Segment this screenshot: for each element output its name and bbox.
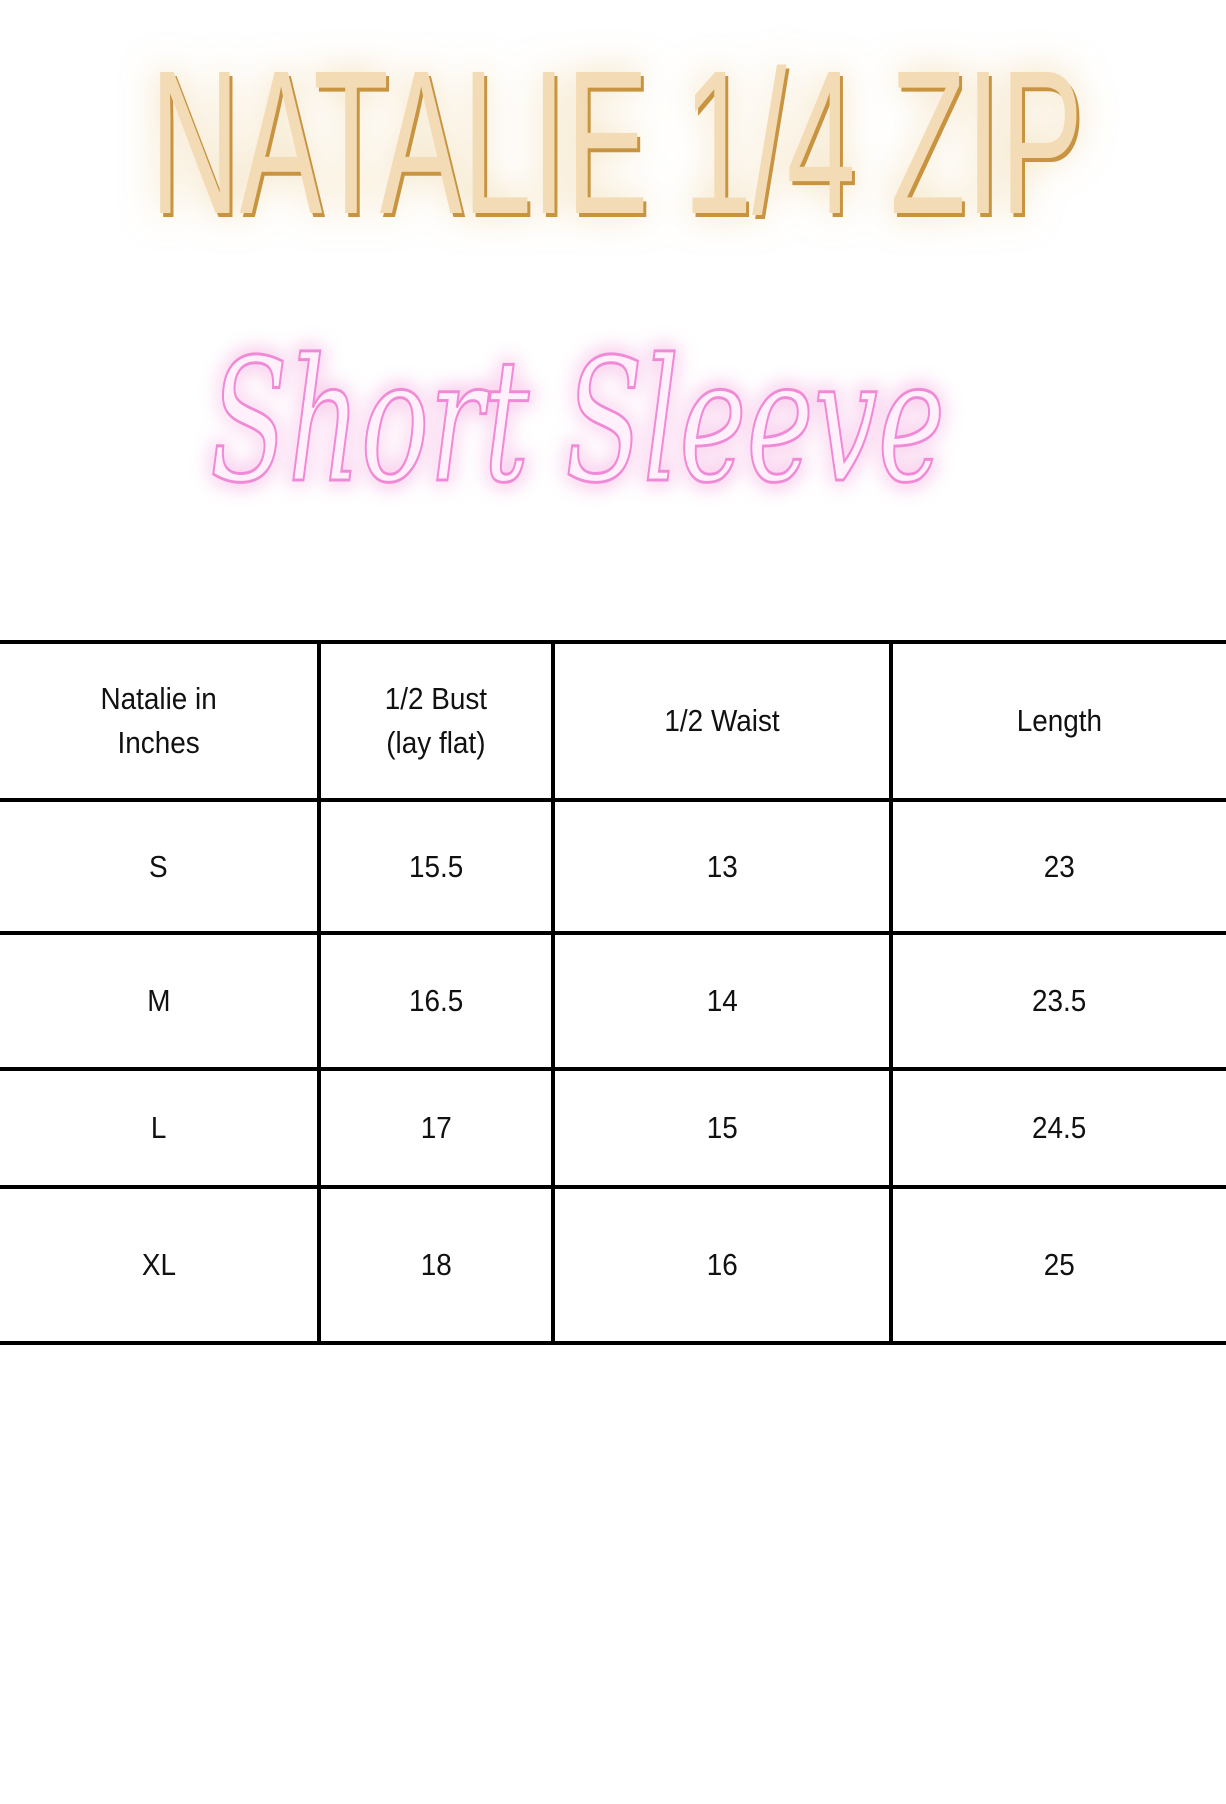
cell-text: 24.5 (1032, 1110, 1087, 1145)
cell-text: Natalie in Inches (100, 681, 217, 760)
table-row: S 15.5 13 23 (0, 798, 1226, 935)
table-row: L 17 15 24.5 (0, 1067, 1226, 1189)
cell-text: 25 (1044, 1247, 1076, 1282)
page-subtitle: Short Sleeve (210, 323, 945, 521)
cell-text: 15 (706, 1110, 738, 1145)
table-row: M 16.5 14 23.5 (0, 931, 1226, 1071)
cell-text: 13 (706, 848, 738, 884)
column-header: 1/2 Waist (550, 640, 894, 802)
cell-text: 17 (420, 1110, 452, 1145)
table-cell: 15 (550, 1067, 894, 1189)
cell-text: 1/2 Bust (lay flat) (384, 681, 488, 760)
cell-text: M (146, 983, 171, 1018)
table-cell: M (0, 931, 321, 1071)
cell-text: 1/2 Waist (664, 703, 780, 738)
table-row: XL 18 16 25 (0, 1185, 1226, 1345)
table-header-row: Natalie in Inches 1/2 Bust (lay flat) 1/2 Wa… (0, 640, 1226, 802)
table-cell: 23.5 (889, 931, 1226, 1071)
cell-text: Length (1016, 703, 1103, 738)
page-title: NATALIE 1/4 ZIP (150, 28, 1083, 257)
header-graphic: NATALIE 1/4 ZIP Short Sleeve (150, 28, 1083, 523)
cell-text: 16.5 (408, 983, 464, 1018)
cell-text: L (150, 1110, 167, 1145)
table-cell: 15.5 (317, 798, 555, 935)
table-cell: 17 (317, 1067, 555, 1189)
table-cell: 13 (550, 798, 894, 935)
size-chart-table: Natalie in Inches 1/2 Bust (lay flat) 1/2 Wa… (0, 640, 1226, 1345)
cell-text: 18 (420, 1247, 452, 1282)
table-cell: XL (0, 1185, 321, 1345)
cell-text: 15.5 (408, 848, 464, 884)
cell-text: 14 (706, 983, 738, 1018)
table-cell: S (0, 798, 321, 935)
table-cell: 24.5 (889, 1067, 1226, 1189)
table-cell: 14 (550, 931, 894, 1071)
cell-text: S (149, 848, 168, 884)
table-cell: 23 (889, 798, 1226, 935)
table-cell: 16 (550, 1185, 894, 1345)
table-cell: 18 (317, 1185, 555, 1345)
cell-text: 16 (706, 1247, 738, 1282)
column-header: 1/2 Bust (lay flat) (317, 640, 555, 802)
table-cell: 25 (889, 1185, 1226, 1345)
column-header: Length (889, 640, 1226, 802)
table-cell: L (0, 1067, 321, 1189)
table-cell: 16.5 (317, 931, 555, 1071)
cell-text: 23 (1044, 848, 1076, 884)
cell-text: XL (141, 1247, 176, 1282)
cell-text: 23.5 (1032, 983, 1087, 1018)
column-header: Natalie in Inches (0, 640, 321, 802)
